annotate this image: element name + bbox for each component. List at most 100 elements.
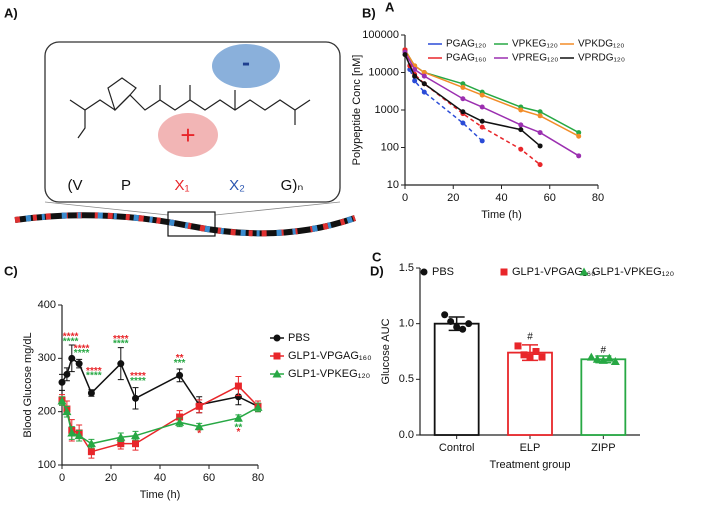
marker <box>117 440 125 448</box>
legend-label: PBS <box>288 332 310 344</box>
marker <box>195 402 203 410</box>
y-tick-label: 0.0 <box>399 429 414 441</box>
marker <box>460 109 466 115</box>
marker <box>421 70 427 75</box>
marker <box>537 162 543 168</box>
marker <box>460 81 466 87</box>
x-tick-label: 0 <box>402 192 408 204</box>
marker <box>610 357 620 366</box>
x-tick-label: 80 <box>592 192 604 204</box>
marker <box>273 334 281 342</box>
marker <box>518 127 524 133</box>
x-tick-label: 80 <box>252 472 264 484</box>
marker <box>441 311 449 319</box>
marker <box>447 317 455 325</box>
panel-a: A) + - (V P X₁ X₂ G)ₙ <box>4 5 356 237</box>
annotation: **** <box>86 371 102 382</box>
bar <box>433 322 480 436</box>
marker <box>500 268 508 276</box>
annotation: **** <box>63 332 79 343</box>
marker <box>132 440 139 448</box>
marker <box>420 268 428 276</box>
marker <box>518 107 524 113</box>
marker <box>233 413 243 422</box>
marker <box>412 67 418 73</box>
marker <box>234 382 242 390</box>
x-tick-label: 60 <box>544 192 556 204</box>
marker <box>598 355 608 364</box>
marker <box>576 130 582 136</box>
annotation: **** <box>130 376 146 387</box>
panel-label: A) <box>4 5 18 20</box>
marker <box>537 130 543 136</box>
legend-label: GLP1-VPGAG₁₆₀ <box>288 350 372 362</box>
marker <box>67 428 77 437</box>
marker <box>74 431 84 440</box>
x-tick-label: 60 <box>203 472 215 484</box>
series-line <box>61 400 259 445</box>
panel-label: C) <box>4 263 18 278</box>
marker <box>58 378 66 386</box>
annotation: # <box>527 332 533 343</box>
marker <box>537 143 543 149</box>
marker <box>272 369 282 378</box>
marker <box>460 96 466 102</box>
marker <box>460 120 466 126</box>
side-chain <box>77 110 86 139</box>
marker <box>537 109 543 115</box>
y-tick-label: 100 <box>381 141 399 153</box>
bar <box>580 358 627 436</box>
legend-label: VPRDG₁₂₀ <box>578 53 625 64</box>
marker <box>57 396 67 405</box>
marker <box>421 81 427 87</box>
annotation: **** <box>63 336 79 347</box>
marker <box>175 417 185 426</box>
residue: X₂ <box>229 177 245 194</box>
annotation: # <box>601 345 607 356</box>
marker <box>479 104 485 110</box>
marker <box>273 352 281 360</box>
marker <box>116 432 126 441</box>
marker <box>453 323 461 331</box>
marker <box>576 133 582 139</box>
polymer-strand <box>14 212 356 237</box>
annotation: **** <box>113 339 129 350</box>
y-axis-label: Blood Glucose mg/dL <box>22 332 34 437</box>
annotation: *** <box>174 358 186 369</box>
marker <box>538 353 546 361</box>
annotation: * <box>236 427 240 438</box>
charge-minus <box>212 44 280 88</box>
marker <box>579 267 589 276</box>
marker <box>87 448 95 456</box>
marker <box>131 431 140 440</box>
annotation: * <box>197 429 201 440</box>
annotation: **** <box>130 371 146 382</box>
legend-label: PBS <box>432 266 454 278</box>
minus-sign: - <box>242 49 250 76</box>
y-tick-label: 0.5 <box>399 373 414 385</box>
marker <box>86 439 96 448</box>
annotation: **** <box>113 334 129 345</box>
x-tick-label: ELP <box>520 442 541 454</box>
marker <box>518 146 524 152</box>
callout-line <box>214 201 341 216</box>
residue: G)ₙ <box>281 177 304 194</box>
series-line <box>404 51 580 157</box>
marker <box>234 393 242 401</box>
y-axis-label: Glucose AUC <box>380 318 392 384</box>
legend-label: GLP1-VPGAG₁₆₀ <box>512 266 596 278</box>
zoom-box <box>167 211 216 237</box>
y-tick-label: 10000 <box>368 66 399 78</box>
x-tick-label: 0 <box>59 472 65 484</box>
x-axis-label: Time (h) <box>481 209 522 221</box>
marker <box>460 84 466 90</box>
residue: X₁ <box>174 177 189 194</box>
marker <box>604 353 614 362</box>
x-tick-label: Control <box>439 442 474 454</box>
marker <box>592 354 602 363</box>
marker <box>532 348 540 355</box>
y-tick-label: 100 <box>38 459 56 471</box>
annotation: **** <box>86 366 102 377</box>
x-tick-label: 20 <box>447 192 459 204</box>
